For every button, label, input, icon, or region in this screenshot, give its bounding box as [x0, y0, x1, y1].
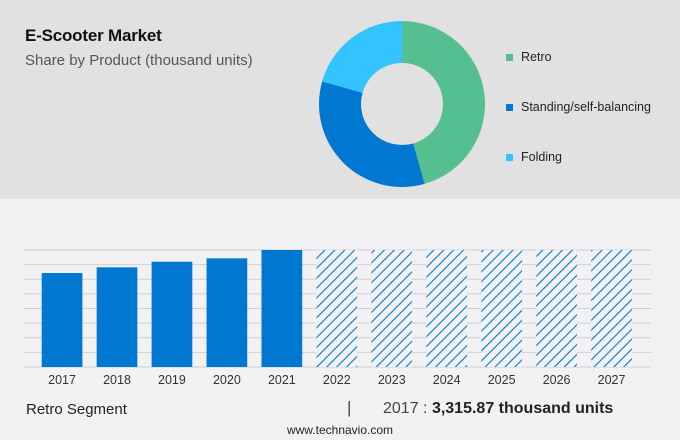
highlight-value: 2017 : 3,315.87 thousand units: [383, 400, 613, 418]
bar-2017[interactable]: [41, 273, 83, 367]
bar-2023[interactable]: [371, 250, 413, 367]
x-tick-label: 2019: [158, 373, 186, 387]
bar-2024[interactable]: [426, 250, 468, 367]
donut-chart: [319, 21, 485, 187]
legend-label: Folding: [521, 150, 562, 164]
bar-2018[interactable]: [96, 267, 138, 367]
x-tick-label: 2026: [543, 373, 571, 387]
x-tick-label: 2020: [213, 373, 241, 387]
bar-2020[interactable]: [206, 258, 248, 367]
source-url[interactable]: www.technavio.com: [286, 423, 394, 437]
chart-subtitle: Share by Product (thousand units): [25, 52, 253, 69]
donut-slice-standing-self-balancing[interactable]: [319, 81, 425, 187]
bar-2021[interactable]: [261, 250, 303, 367]
bar-2026[interactable]: [536, 250, 577, 367]
legend-label: Retro: [521, 50, 552, 64]
donut-slice-folding[interactable]: [322, 21, 402, 93]
x-tick-label: 2027: [598, 373, 626, 387]
x-tick-label: 2017: [48, 373, 76, 387]
bar-2027[interactable]: [591, 250, 632, 367]
legend-label: Standing/self-balancing: [521, 100, 651, 114]
chart-title: E-Scooter Market: [25, 26, 162, 45]
x-tick-label: 2025: [488, 373, 516, 387]
bar-2025[interactable]: [481, 250, 522, 367]
x-tick-label: 2021: [268, 373, 296, 387]
legend-swatch-retro: [506, 54, 513, 61]
highlight-amount: 3,315.87 thousand units: [431, 400, 614, 417]
x-tick-label: 2018: [103, 373, 131, 387]
legend-swatch-folding: [506, 154, 513, 161]
highlight-year: 2017 :: [383, 400, 432, 417]
segment-label: Retro Segment: [26, 401, 127, 418]
donut-slice-retro[interactable]: [402, 21, 485, 184]
footer-separator: |: [347, 398, 352, 417]
bar-2022[interactable]: [316, 250, 358, 367]
x-tick-label: 2022: [323, 373, 351, 387]
bar-chart: 2017 2018 2019 2020 2021 2022 2023 2024 2025 2026…: [24, 249, 651, 387]
x-tick-label: 2023: [378, 373, 406, 387]
legend-swatch-standing: [506, 104, 513, 111]
x-tick-label: 2024: [433, 373, 461, 387]
bar-2019[interactable]: [151, 261, 193, 367]
